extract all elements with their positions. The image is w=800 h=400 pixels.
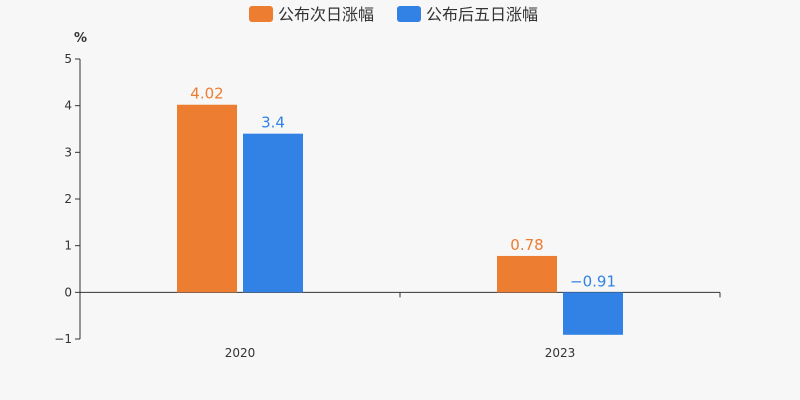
y-tick-label: 1	[64, 239, 72, 253]
bars	[177, 104, 623, 335]
data-label: −0.91	[570, 272, 616, 290]
y-tick-label: 3	[64, 145, 72, 159]
legend: 公布次日涨幅 公布后五日涨幅	[249, 5, 538, 24]
x-tick-label: 2023	[545, 346, 576, 360]
legend-label-series-1: 公布后五日涨幅	[426, 5, 538, 24]
x-tick-label: 2020	[225, 346, 256, 360]
data-label: 0.78	[510, 236, 543, 254]
y-tick-label: −1	[54, 332, 72, 346]
legend-swatch-series-0	[249, 6, 273, 22]
bar	[563, 292, 623, 335]
data-label: 4.02	[190, 85, 223, 103]
y-tick-label: 4	[64, 99, 72, 113]
bar	[177, 104, 237, 293]
data-label: 3.4	[261, 114, 285, 132]
y-axis-unit: %	[74, 31, 87, 46]
legend-label-series-0: 公布次日涨幅	[278, 5, 374, 24]
y-tick-label: 5	[64, 52, 72, 66]
data-labels: 4.02 3.4 0.78 −0.91	[190, 85, 616, 291]
bar	[497, 255, 557, 293]
y-tick-label: 2	[64, 192, 72, 206]
bar	[243, 133, 303, 293]
legend-swatch-series-1	[397, 6, 421, 22]
y-tick-label: 0	[64, 285, 72, 299]
